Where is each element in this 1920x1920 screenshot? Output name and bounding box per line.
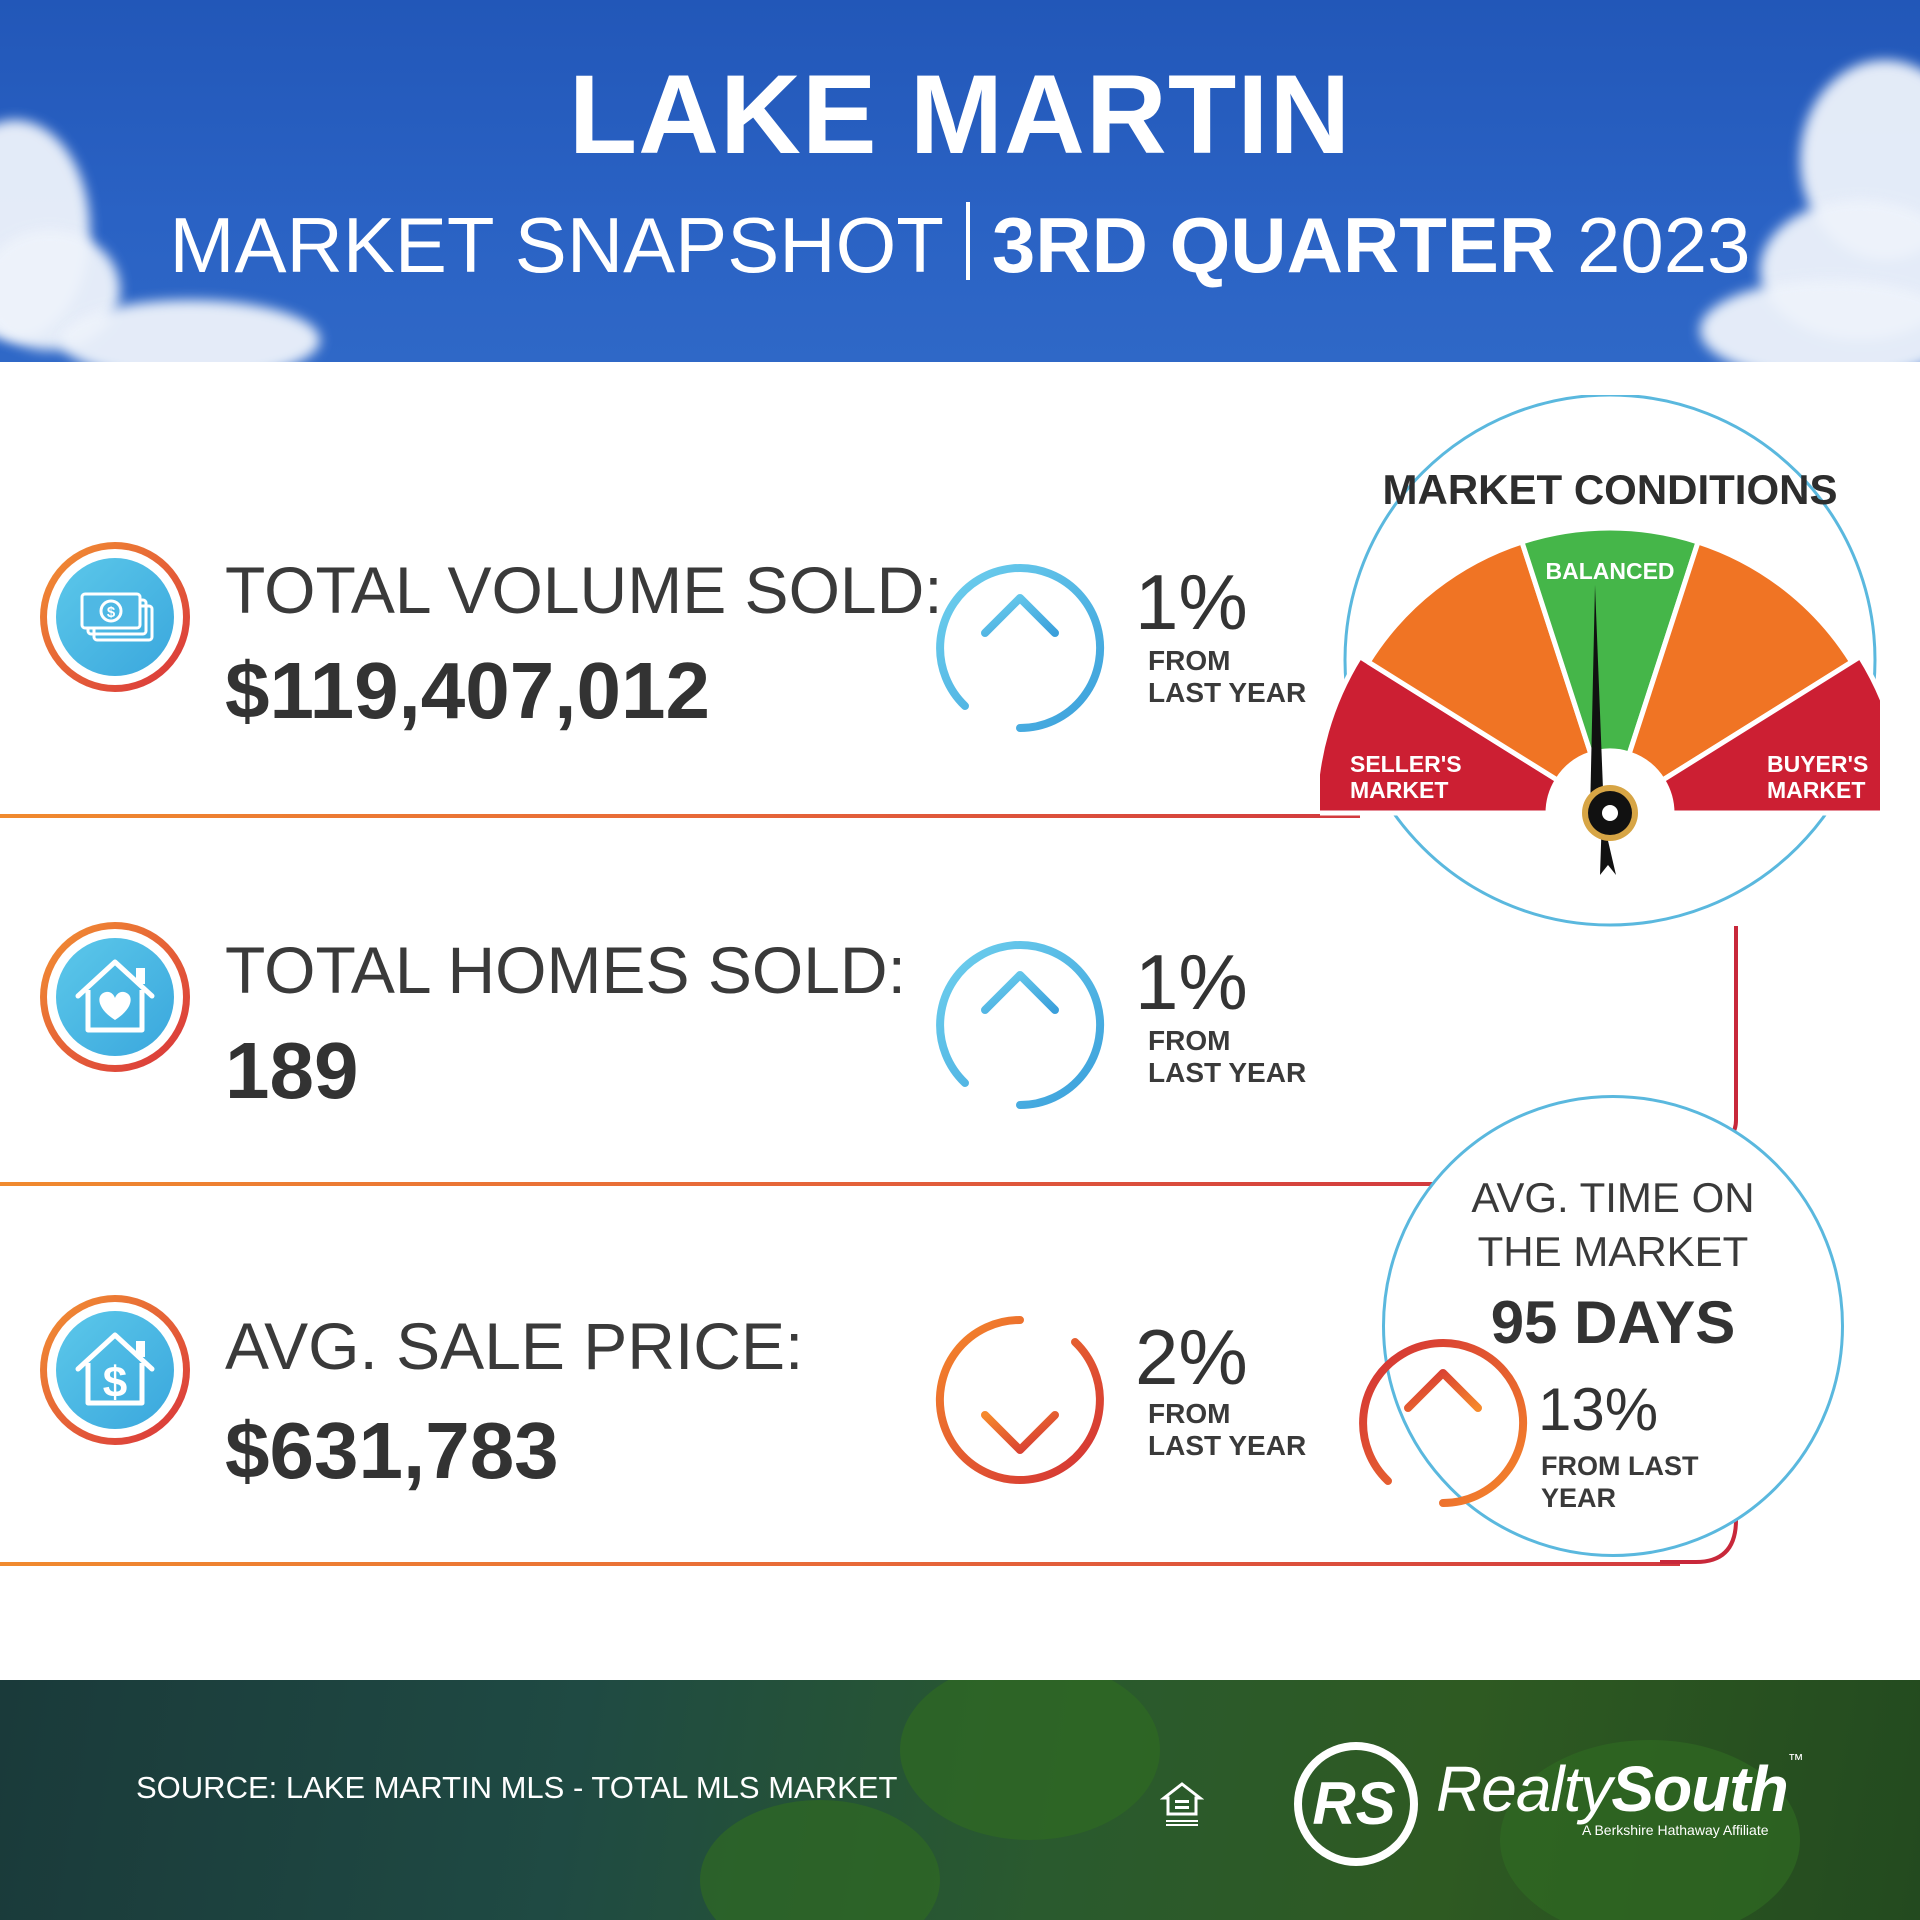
source-note: SOURCE: LAKE MARTIN MLS - TOTAL MLS MARK… xyxy=(136,1770,898,1805)
arrow-up-red-icon xyxy=(1359,1339,1528,1507)
arrow-up-icon xyxy=(936,941,1105,1109)
arrow-up-icon xyxy=(936,564,1105,732)
footer-banner xyxy=(0,1680,1920,1920)
svg-text:$: $ xyxy=(107,604,116,621)
avg-time-circle xyxy=(1382,1095,1844,1557)
market-conditions-gauge xyxy=(1320,395,1880,927)
header-banner: LAKE MARTIN MARKET SNAPSHOT 3RD QUARTER 2… xyxy=(0,0,1920,362)
avg-time-change: 13% xyxy=(1538,1376,1659,1443)
house-heart-icon xyxy=(40,922,190,1072)
equal-housing-icon xyxy=(1160,1782,1204,1826)
price-change-note: FROM LAST YEAR xyxy=(1148,1398,1307,1461)
arrow-down-icon xyxy=(935,1316,1104,1484)
cloud-left-3 xyxy=(60,300,320,362)
brand-tagline: A Berkshire Hathaway Affiliate xyxy=(1582,1822,1769,1838)
avg-time-change-note: FROM LAST YEAR xyxy=(1541,1451,1699,1513)
divider-1 xyxy=(0,814,1360,818)
price-change: 2% xyxy=(1135,1313,1248,1401)
avg-time-value: 95 DAYS xyxy=(1490,1289,1736,1356)
homes-change-note: FROM LAST YEAR xyxy=(1148,1025,1307,1088)
balanced-label: BALANCED xyxy=(1545,558,1675,584)
tree-cluster xyxy=(700,1800,940,1920)
divider-2 xyxy=(0,1182,1440,1186)
price-value: $631,783 xyxy=(225,1406,559,1495)
tree-cluster xyxy=(900,1680,1160,1840)
volume-value: $119,407,012 xyxy=(225,646,710,735)
homes-label: TOTAL HOMES SOLD: xyxy=(225,933,906,1007)
money-icon: $ xyxy=(40,542,190,692)
volume-change-note: FROM LAST YEAR xyxy=(1148,645,1307,708)
price-label: AVG. SALE PRICE: xyxy=(225,1309,804,1383)
gauge-segment-sellers xyxy=(1320,654,1560,816)
avg-time-label-2: THE MARKET xyxy=(1477,1228,1749,1275)
page-subtitle: MARKET SNAPSHOT 3RD QUARTER 2023 xyxy=(0,200,1920,291)
realtysouth-logo: RS xyxy=(1292,1740,1420,1868)
tree-cluster xyxy=(1500,1740,1800,1920)
homes-value: 189 xyxy=(225,1026,359,1115)
subtitle-quarter: 3RD QUARTER xyxy=(991,201,1556,289)
cloud-right-3 xyxy=(1700,280,1920,362)
page-title: LAKE MARTIN xyxy=(568,52,1352,177)
market-conditions-title: MARKET CONDITIONS xyxy=(1382,466,1838,513)
volume-label: TOTAL VOLUME SOLD: xyxy=(225,553,943,627)
volume-change: 1% xyxy=(1135,558,1248,646)
gauge-needle-icon xyxy=(1582,585,1638,875)
svg-text:RS: RS xyxy=(1312,1770,1395,1837)
homes-change: 1% xyxy=(1135,938,1248,1026)
house-dollar-icon: $ xyxy=(40,1295,190,1445)
subtitle-year: 2023 xyxy=(1576,201,1751,289)
brand-name: RealtySouth™ xyxy=(1436,1752,1804,1825)
subtitle-separator xyxy=(965,202,970,280)
sellers-market-label: SELLER'S MARKET xyxy=(1350,751,1462,803)
divider-3 xyxy=(0,1562,1680,1566)
avg-time-label-1: AVG. TIME ON xyxy=(1471,1174,1755,1221)
buyers-market-label: BUYER'S MARKET xyxy=(1767,751,1869,803)
subtitle-left: MARKET SNAPSHOT xyxy=(169,201,944,289)
svg-text:$: $ xyxy=(103,1358,127,1407)
